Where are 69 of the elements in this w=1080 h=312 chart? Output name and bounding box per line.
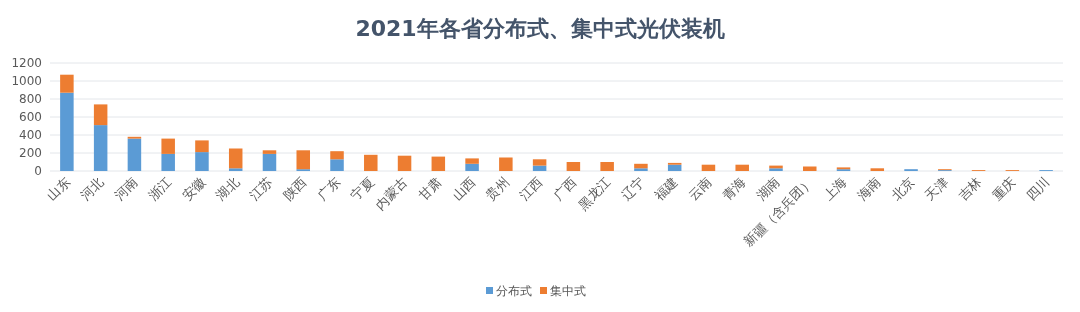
x-tick-label: 湖北 — [212, 174, 242, 204]
bar — [600, 162, 614, 171]
y-tick-label: 1200 — [11, 56, 42, 70]
x-tick-label: 重庆 — [989, 174, 1019, 204]
bar — [228, 148, 243, 169]
x-tick-label: 吉林 — [955, 174, 985, 204]
bar — [195, 152, 209, 171]
bar — [330, 159, 344, 171]
bar — [701, 164, 716, 171]
bar — [161, 153, 175, 171]
y-tick-label: 800 — [19, 92, 42, 106]
x-tick-label: 宁夏 — [347, 174, 377, 204]
x-tick-label: 黑龙江 — [575, 174, 614, 213]
bar — [566, 162, 581, 171]
x-tick-label: 云南 — [685, 174, 715, 204]
y-tick-label: 400 — [19, 128, 42, 142]
x-tick-label: 天津 — [921, 174, 951, 204]
x-tick-label: 广东 — [314, 174, 344, 204]
bar — [431, 156, 446, 171]
x-tick-label: 贵州 — [482, 174, 512, 204]
x-tick-label: 河南 — [111, 174, 141, 204]
bar — [667, 164, 682, 171]
x-tick-label: 江西 — [516, 174, 546, 204]
y-tick-label: 600 — [19, 110, 42, 124]
bar — [262, 150, 277, 154]
x-tick-label: 四川 — [1023, 174, 1053, 204]
y-tick-label: 1000 — [11, 74, 42, 88]
bar — [228, 168, 243, 171]
x-tick-label: 山东 — [44, 174, 73, 204]
bar — [465, 163, 479, 171]
bar — [870, 168, 885, 171]
bar — [262, 153, 277, 171]
bar — [465, 158, 479, 164]
bar — [93, 104, 108, 126]
x-tick-label: 福建 — [651, 174, 681, 204]
x-tick-label: 海南 — [854, 174, 884, 204]
x-tick-label: 浙江 — [145, 174, 175, 204]
x-tick-label: 上海 — [820, 174, 850, 204]
x-tick-label: 安徽 — [179, 174, 209, 204]
chart-title: 2021年各省分布式、集中式光伏装机 — [355, 16, 725, 41]
y-tick-label: 200 — [19, 146, 42, 160]
x-tick-label: 辽宁 — [618, 174, 648, 204]
bar — [735, 164, 749, 171]
x-tick-label: 陕西 — [280, 174, 310, 204]
bar — [161, 138, 175, 154]
bar — [634, 163, 648, 169]
x-tick-label: 北京 — [888, 174, 918, 204]
bar — [634, 168, 648, 171]
bar — [195, 140, 209, 153]
bar — [803, 166, 817, 171]
x-tick-label: 甘肃 — [415, 174, 445, 204]
bar — [127, 138, 142, 171]
bar — [60, 74, 74, 93]
x-tick-label: 江苏 — [246, 174, 276, 204]
x-tick-label: 青海 — [719, 174, 749, 204]
bar — [397, 155, 412, 171]
bar — [60, 92, 74, 171]
legend-label: 集中式 — [550, 284, 586, 298]
bar — [499, 157, 513, 171]
x-tick-label: 山西 — [449, 174, 479, 204]
bar — [330, 151, 344, 160]
x-tick-label: 河北 — [77, 174, 107, 204]
bar — [532, 159, 547, 166]
y-tick-label: 0 — [34, 164, 42, 178]
bar — [364, 154, 378, 171]
bar — [296, 150, 310, 170]
legend-label: 分布式 — [496, 284, 532, 298]
bar — [93, 125, 108, 171]
x-tick-label: 湖南 — [753, 174, 783, 204]
